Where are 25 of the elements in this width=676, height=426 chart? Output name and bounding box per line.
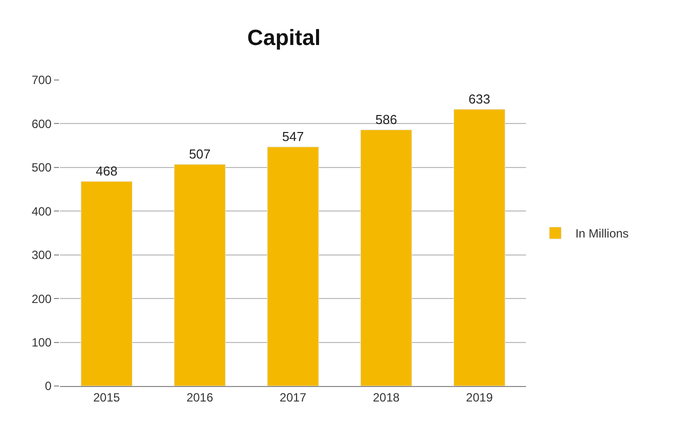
data-label: 547 <box>282 128 304 144</box>
bar <box>360 130 412 386</box>
y-tick-label: 200 <box>32 292 52 306</box>
x-tick-label: 2015 <box>93 390 120 404</box>
chart-title: Capital <box>247 25 321 50</box>
x-tick-label: 2016 <box>186 390 214 404</box>
bar <box>267 146 319 386</box>
x-tick-label: 2019 <box>466 390 494 404</box>
y-tick-label: 400 <box>32 204 52 218</box>
x-tick-label: 2017 <box>280 390 307 404</box>
data-label: 633 <box>468 91 490 106</box>
y-tick-label: 500 <box>32 160 52 175</box>
bar <box>454 109 506 386</box>
y-tick-label: 300 <box>32 248 52 262</box>
y-tick-label: 0 <box>44 379 52 394</box>
data-label: 507 <box>188 146 211 162</box>
bar <box>174 164 226 386</box>
bar <box>80 181 132 386</box>
data-label: 586 <box>375 112 398 127</box>
y-tick-label: 700 <box>32 73 52 88</box>
y-tick-label: 100 <box>32 335 52 350</box>
data-label: 468 <box>96 163 118 178</box>
x-tick-label: 2018 <box>372 390 400 404</box>
y-tick-label: 600 <box>32 116 52 131</box>
legend-label: In Millions <box>575 226 629 241</box>
